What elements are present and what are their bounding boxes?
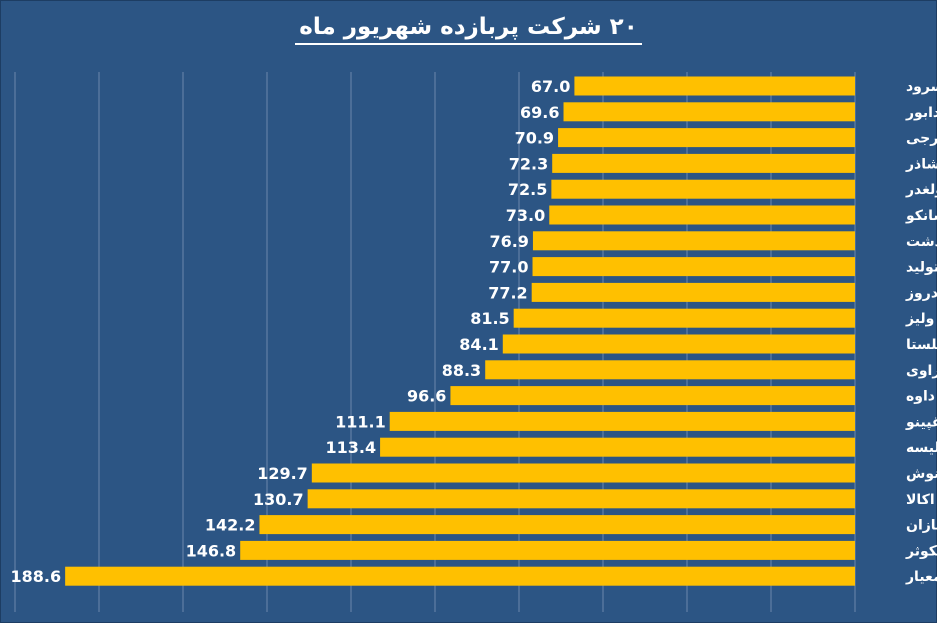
bar	[307, 489, 855, 509]
bar	[485, 360, 855, 380]
category-label: معیار	[905, 569, 937, 585]
data-label: 129.7	[257, 464, 308, 483]
bar	[259, 515, 855, 535]
category-label: ولغدر	[905, 182, 937, 198]
category-label: دتولید	[906, 260, 937, 276]
category-label: سرود	[906, 79, 937, 95]
data-label: 76.9	[489, 232, 528, 251]
bar	[389, 411, 855, 431]
data-label: 113.4	[325, 438, 376, 457]
category-label: دزهراوی	[906, 363, 937, 379]
data-label: 88.3	[442, 361, 481, 380]
bar	[551, 179, 855, 199]
bar	[558, 128, 855, 148]
data-label: 188.6	[11, 567, 62, 586]
category-label: غپینو	[905, 414, 937, 430]
category-label: ولیز	[905, 311, 934, 327]
bar	[502, 334, 855, 354]
data-label: 77.0	[489, 258, 528, 277]
data-label: 77.2	[488, 283, 527, 302]
category-label: فسازان	[906, 518, 937, 534]
chart-title-text: ۲۰ شرکت پربازده شهریور ماه	[295, 14, 642, 45]
bar	[531, 282, 855, 302]
data-label: 96.6	[407, 387, 446, 406]
data-label: 146.8	[186, 541, 237, 560]
bar	[549, 205, 855, 225]
bar	[311, 463, 855, 483]
chart-title: ۲۰ شرکت پربازده شهریور ماه	[0, 14, 937, 45]
category-label: غگلستا	[906, 336, 937, 353]
bar	[552, 153, 855, 173]
bar	[574, 76, 855, 96]
category-label: غنوش	[906, 466, 937, 482]
data-label: 142.2	[205, 516, 256, 535]
category-label: غشاذر	[905, 156, 937, 172]
category-label: غدشت	[906, 234, 937, 250]
data-label: 81.5	[470, 309, 509, 328]
data-label: 69.6	[520, 103, 559, 122]
bar	[532, 257, 855, 277]
data-label: 70.9	[515, 129, 554, 148]
data-label: 72.3	[509, 154, 548, 173]
data-label: 67.0	[531, 77, 570, 96]
bar	[532, 231, 855, 251]
data-label: 130.7	[253, 490, 304, 509]
bar	[450, 386, 855, 406]
category-label: داوه	[906, 389, 935, 405]
bar	[240, 540, 855, 560]
category-label: دابور	[905, 105, 937, 121]
category-label: اکالا	[906, 492, 935, 508]
category-label: غگرجی	[906, 130, 937, 147]
bar	[65, 566, 856, 586]
data-label: 73.0	[506, 206, 545, 225]
data-label: 84.1	[459, 335, 498, 354]
data-label: 111.1	[335, 412, 386, 431]
category-label: تلیسه	[906, 440, 937, 456]
bar	[380, 437, 855, 457]
bar	[513, 308, 855, 328]
category-label: دروز	[905, 285, 937, 301]
category-label: دسانکو	[905, 208, 937, 224]
category-label: گکوثر	[905, 542, 937, 559]
bar	[563, 102, 855, 122]
data-label: 72.5	[508, 180, 547, 199]
